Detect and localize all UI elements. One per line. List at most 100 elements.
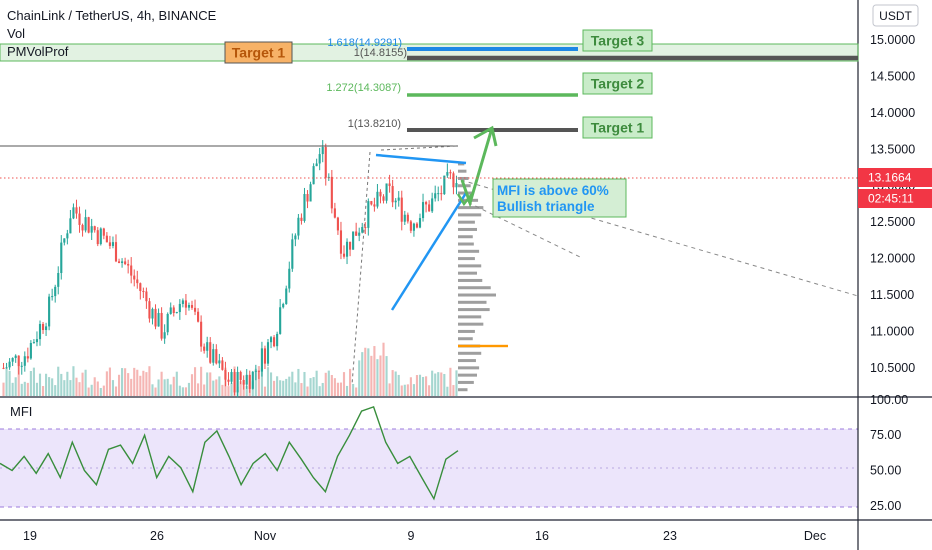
time-tick-label: 16 (535, 529, 549, 543)
candle-body (35, 339, 39, 343)
projection-arrow (460, 127, 494, 208)
volume-bar (452, 385, 455, 396)
fib-label-1: 1(13.8210) (348, 118, 401, 130)
volume-profile-poc (458, 344, 508, 348)
candle-body (379, 191, 382, 197)
candle-body (276, 333, 279, 347)
candle-body (254, 370, 257, 372)
volume-bar (428, 385, 431, 396)
indicator-pmvolprof-label[interactable]: PMVolProf (7, 44, 69, 59)
indicator-vol-label[interactable]: Vol (7, 26, 25, 41)
target-1-box[interactable]: Target 1 (582, 116, 653, 139)
volume-bar (218, 376, 221, 396)
volume-bar (166, 378, 169, 396)
volume-bar (215, 379, 218, 396)
volume-bar (5, 368, 8, 396)
target-2-box[interactable]: Target 2 (582, 72, 653, 95)
volume-bar (121, 368, 124, 396)
volume-bar (288, 376, 291, 396)
candle-body (178, 303, 181, 313)
candle-body (345, 241, 349, 257)
volume-bar (181, 387, 184, 396)
candle-body (136, 279, 139, 284)
volume-bar (145, 372, 148, 396)
volume-profile-bar (458, 169, 467, 173)
volume-bar (84, 369, 87, 396)
price-tick-label: 10.5000 (870, 361, 915, 375)
volume-profile-bar (458, 235, 473, 239)
chart-title[interactable]: ChainLink / TetherUS, 4h, BINANCE (7, 8, 217, 23)
candle-body (248, 374, 251, 389)
volume-bar (349, 368, 352, 396)
candle-body (23, 356, 26, 366)
volume-bar (309, 378, 312, 396)
candle-body (32, 342, 35, 344)
svg-text:MFI is above 60%: MFI is above 60% (497, 183, 609, 198)
volume-bar (285, 378, 288, 396)
volume-bar (193, 367, 197, 396)
mfi-tick-label: 75.00 (870, 428, 901, 442)
candle-body (96, 230, 99, 245)
volume-bar (260, 367, 263, 396)
candle-body (400, 197, 403, 222)
time-tick-label: 23 (663, 529, 677, 543)
volume-bar (54, 385, 57, 396)
candle-body (169, 307, 172, 314)
fib-label-1618: 1.618(14.9291) (327, 37, 402, 49)
volume-profile-bar (458, 329, 475, 333)
volume-bar (72, 366, 75, 396)
candle-body (209, 342, 212, 363)
target-3-box[interactable]: Target 3 (582, 29, 653, 52)
price-tick-label: 12.5000 (870, 215, 915, 229)
volume-bar (45, 373, 48, 396)
mfi-line (0, 406, 459, 501)
volume-bar (111, 380, 115, 396)
candle-body (193, 307, 197, 312)
candle-body (160, 312, 163, 339)
volume-bar (96, 381, 99, 396)
volume-bar (412, 384, 415, 396)
current-price-tag: 13.1664 02:45:11 (858, 168, 932, 208)
candle-body (142, 291, 145, 293)
candle-body (215, 349, 218, 364)
target-1-orange-box[interactable]: Target 1 (224, 41, 293, 64)
volume-bar (157, 379, 160, 396)
candle-body (382, 196, 385, 201)
candle-body (145, 291, 148, 302)
triangle-upper-line (375, 153, 467, 165)
candle-body (66, 233, 69, 239)
volume-bar (32, 367, 35, 396)
mfi-band (0, 429, 858, 507)
volume-bar (14, 377, 17, 396)
candle-body (373, 204, 376, 207)
fib-label-top: 1(14.8155) (354, 47, 407, 59)
candle-body (321, 147, 324, 155)
candle-body (315, 163, 318, 167)
candle-body (187, 305, 191, 308)
candle-body (391, 186, 394, 203)
candle-body (90, 226, 93, 233)
candle-body (8, 361, 11, 368)
candle-body (403, 214, 406, 222)
mfi-pane-title[interactable]: MFI (10, 404, 32, 419)
currency-button[interactable]: USDT (872, 4, 919, 27)
candle-body (245, 374, 248, 385)
candle-body (224, 369, 227, 380)
candle-body (397, 197, 400, 201)
candle-body (121, 261, 124, 263)
volume-profile-bar (458, 337, 473, 341)
candle-body (124, 261, 127, 265)
volume-bar (409, 377, 412, 396)
candle-body (230, 372, 233, 382)
price-tick-label: 15.0000 (870, 33, 915, 47)
volume-bar (209, 372, 212, 396)
volume-profile-bar (458, 271, 477, 275)
volume-profile-bar (458, 257, 475, 261)
candle-body (227, 379, 230, 382)
triangle-lower-line (390, 192, 468, 311)
candle-body (342, 253, 346, 257)
annotation-box[interactable]: MFI is above 60% Bullish triangle (492, 178, 627, 218)
volume-bar (108, 367, 111, 396)
volume-profile-bar (458, 366, 480, 370)
